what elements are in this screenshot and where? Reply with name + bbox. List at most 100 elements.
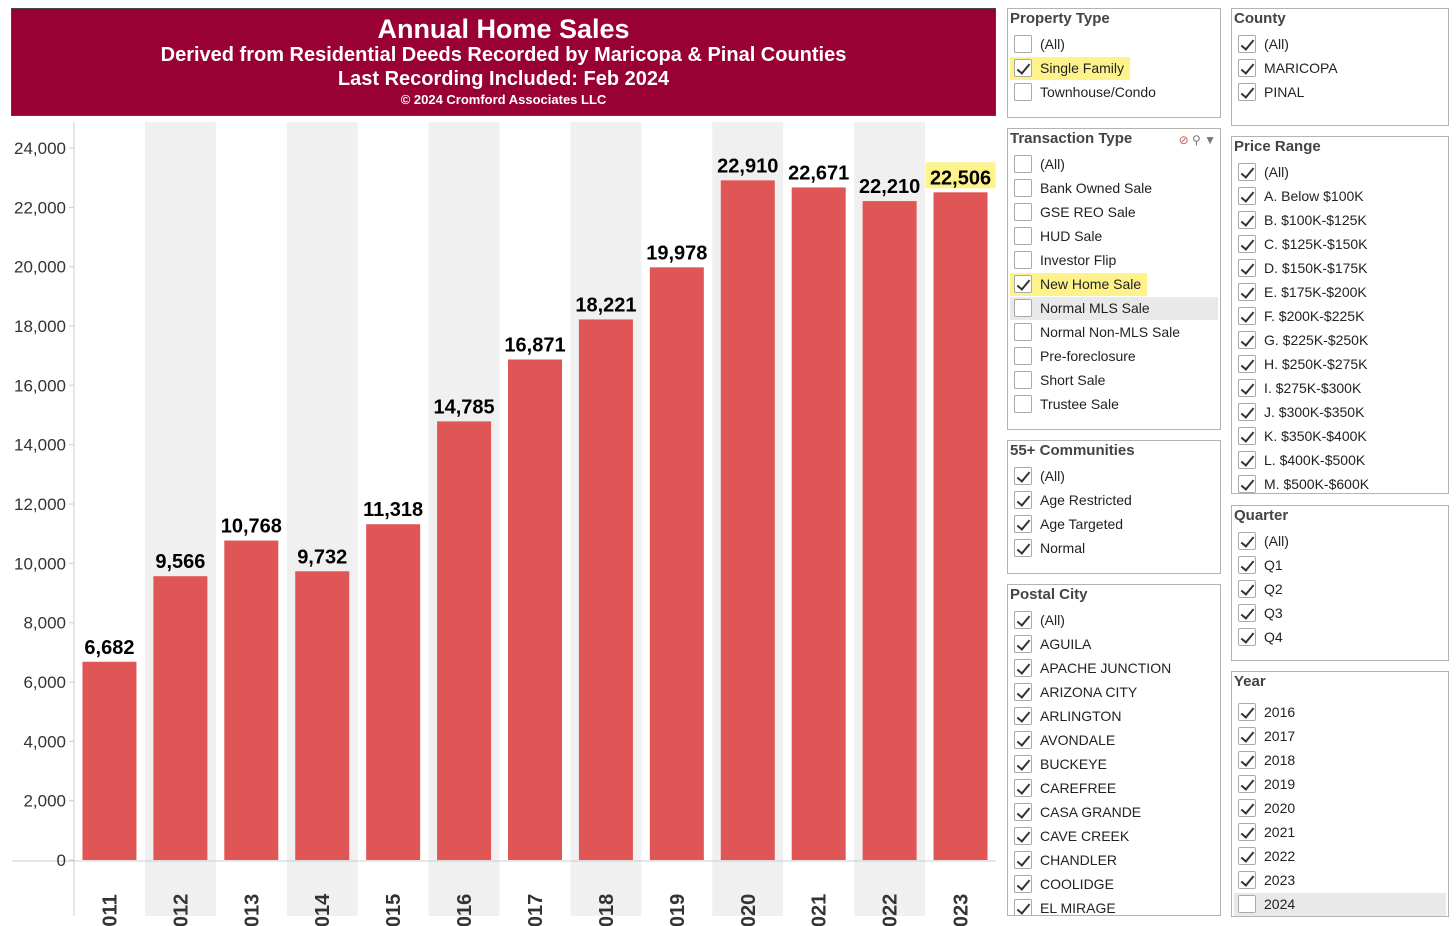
option-checkbox[interactable] — [1238, 211, 1256, 229]
filter-option[interactable]: New Home Sale — [1008, 273, 1220, 297]
filter-option[interactable]: H. $250K-$275K — [1232, 353, 1448, 377]
filter-option[interactable]: AVONDALE — [1008, 729, 1220, 753]
filter-option[interactable]: C. $125K-$150K — [1232, 233, 1448, 257]
option-checkbox[interactable] — [1238, 187, 1256, 205]
filter-option[interactable]: Single Family — [1008, 57, 1220, 81]
option-checkbox[interactable] — [1238, 259, 1256, 277]
option-checkbox[interactable] — [1014, 59, 1032, 77]
option-checkbox[interactable] — [1014, 875, 1032, 893]
option-checkbox[interactable] — [1014, 347, 1032, 365]
filter-option[interactable]: PINAL — [1232, 81, 1448, 105]
option-checkbox[interactable] — [1014, 635, 1032, 653]
filter-option[interactable]: M. $500K-$600K — [1232, 473, 1448, 497]
option-checkbox[interactable] — [1014, 515, 1032, 533]
filter-option[interactable]: F. $200K-$225K — [1232, 305, 1448, 329]
filter-option[interactable]: BUCKEYE — [1008, 753, 1220, 777]
option-checkbox[interactable] — [1014, 539, 1032, 557]
filter-option[interactable]: 2022 — [1232, 845, 1448, 869]
option-checkbox[interactable] — [1238, 355, 1256, 373]
option-checkbox[interactable] — [1238, 847, 1256, 865]
filter-option[interactable]: Q1 — [1232, 554, 1448, 578]
filter-option[interactable]: Bank Owned Sale — [1008, 177, 1220, 201]
option-checkbox[interactable] — [1238, 427, 1256, 445]
filter-option[interactable]: Q4 — [1232, 626, 1448, 650]
filter-option[interactable]: (All) — [1232, 33, 1448, 57]
option-checkbox[interactable] — [1014, 659, 1032, 677]
chevron-down-icon[interactable]: ▼ — [1204, 133, 1216, 147]
filter-option[interactable]: 2017 — [1232, 725, 1448, 749]
option-checkbox[interactable] — [1238, 59, 1256, 77]
option-checkbox[interactable] — [1014, 323, 1032, 341]
filter-option[interactable]: K. $350K-$400K — [1232, 425, 1448, 449]
filter-option[interactable]: 2021 — [1232, 821, 1448, 845]
filter-option[interactable]: CASA GRANDE — [1008, 801, 1220, 825]
filter-option[interactable]: 2018 — [1232, 749, 1448, 773]
filter-option[interactable]: Q3 — [1232, 602, 1448, 626]
search-icon[interactable]: ⚲ — [1191, 133, 1201, 147]
option-checkbox[interactable] — [1238, 451, 1256, 469]
filter-option[interactable]: (All) — [1008, 153, 1220, 177]
option-checkbox[interactable] — [1238, 580, 1256, 598]
option-checkbox[interactable] — [1014, 731, 1032, 749]
filter-option[interactable]: Normal — [1008, 537, 1220, 561]
option-checkbox[interactable] — [1238, 307, 1256, 325]
filter-option[interactable]: I. $275K-$300K — [1232, 377, 1448, 401]
filter-option[interactable]: 2020 — [1232, 797, 1448, 821]
filter-option[interactable]: (All) — [1008, 609, 1220, 633]
filter-option[interactable]: Q2 — [1232, 578, 1448, 602]
option-checkbox[interactable] — [1238, 35, 1256, 53]
filter-option[interactable]: A. Below $100K — [1232, 185, 1448, 209]
option-checkbox[interactable] — [1014, 251, 1032, 269]
option-checkbox[interactable] — [1238, 751, 1256, 769]
filter-option[interactable]: 2016 — [1232, 701, 1448, 725]
filter-option[interactable]: E. $175K-$200K — [1232, 281, 1448, 305]
filter-option[interactable]: Short Sale — [1008, 369, 1220, 393]
option-checkbox[interactable] — [1238, 628, 1256, 646]
option-checkbox[interactable] — [1014, 227, 1032, 245]
filter-option[interactable]: G. $225K-$250K — [1232, 329, 1448, 353]
option-checkbox[interactable] — [1238, 703, 1256, 721]
filter-option[interactable]: 2019 — [1232, 773, 1448, 797]
option-checkbox[interactable] — [1014, 683, 1032, 701]
option-checkbox[interactable] — [1238, 604, 1256, 622]
filter-option[interactable]: ARIZONA CITY — [1008, 681, 1220, 705]
option-checkbox[interactable] — [1014, 155, 1032, 173]
filter-option[interactable]: (All) — [1232, 161, 1448, 185]
option-checkbox[interactable] — [1014, 755, 1032, 773]
option-checkbox[interactable] — [1238, 163, 1256, 181]
filter-option[interactable]: Pre-foreclosure — [1008, 345, 1220, 369]
option-checkbox[interactable] — [1238, 283, 1256, 301]
option-checkbox[interactable] — [1014, 179, 1032, 197]
filter-option[interactable]: AGUILA — [1008, 633, 1220, 657]
filter-option[interactable]: Investor Flip — [1008, 249, 1220, 273]
filter-option[interactable]: Trustee Sale — [1008, 393, 1220, 417]
filter-option[interactable]: MARICOPA — [1232, 57, 1448, 81]
option-checkbox[interactable] — [1238, 83, 1256, 101]
option-checkbox[interactable] — [1014, 611, 1032, 629]
option-checkbox[interactable] — [1014, 203, 1032, 221]
option-checkbox[interactable] — [1014, 83, 1032, 101]
option-checkbox[interactable] — [1238, 532, 1256, 550]
filter-option[interactable]: EL MIRAGE — [1008, 897, 1220, 915]
option-checkbox[interactable] — [1014, 827, 1032, 845]
filter-option[interactable]: COOLIDGE — [1008, 873, 1220, 897]
option-checkbox[interactable] — [1014, 803, 1032, 821]
filter-option[interactable]: (All) — [1232, 530, 1448, 554]
filter-option[interactable]: CAVE CREEK — [1008, 825, 1220, 849]
option-checkbox[interactable] — [1238, 823, 1256, 841]
clear-filter-icon[interactable]: ⊘ — [1178, 133, 1189, 147]
filter-option[interactable]: B. $100K-$125K — [1232, 209, 1448, 233]
option-checkbox[interactable] — [1014, 275, 1032, 293]
option-checkbox[interactable] — [1014, 899, 1032, 915]
option-checkbox[interactable] — [1238, 379, 1256, 397]
option-checkbox[interactable] — [1238, 235, 1256, 253]
filter-option[interactable]: (All) — [1008, 465, 1220, 489]
option-checkbox[interactable] — [1238, 775, 1256, 793]
option-checkbox[interactable] — [1238, 403, 1256, 421]
option-checkbox[interactable] — [1238, 556, 1256, 574]
option-checkbox[interactable] — [1014, 467, 1032, 485]
filter-option[interactable]: J. $300K-$350K — [1232, 401, 1448, 425]
filter-option[interactable]: CHANDLER — [1008, 849, 1220, 873]
option-checkbox[interactable] — [1014, 35, 1032, 53]
filter-option[interactable]: Normal Non-MLS Sale — [1008, 321, 1220, 345]
